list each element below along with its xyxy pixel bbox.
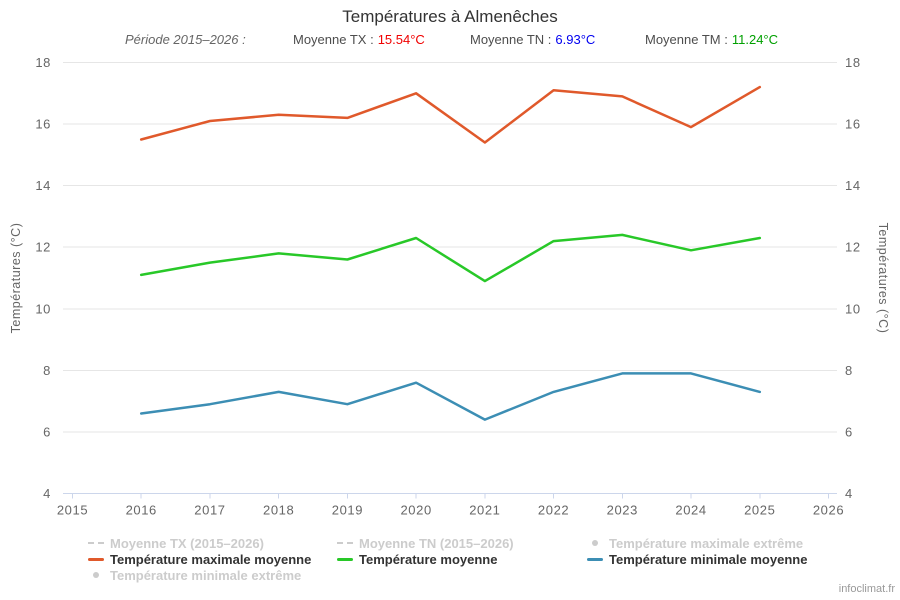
- chart-subtitle: Période 2015–2026 : Moyenne TX :15.54°C …: [0, 32, 900, 50]
- legend-item-label: Moyenne TX (2015–2026): [110, 535, 264, 551]
- subtitle-moyenne-tm-value: 11.24°C: [731, 32, 779, 47]
- legend-item-tmoyenne[interactable]: Température moyenne: [337, 551, 497, 567]
- x-tick-label: 2021: [469, 503, 500, 518]
- legend-item-moyenne-tn[interactable]: Moyenne TN (2015–2026): [337, 535, 514, 551]
- subtitle-moyenne-tm-label: Moyenne TM :: [645, 32, 728, 47]
- y-tick-label-right: 10: [845, 301, 861, 316]
- y-tick-label-left: 4: [43, 486, 51, 501]
- dashed-line-icon: [88, 535, 104, 551]
- legend-item-tmin-extreme[interactable]: Température minimale extrême: [88, 567, 301, 583]
- dot-icon: [587, 535, 603, 551]
- legend-item-label: Température minimale extrême: [110, 567, 302, 583]
- y-tick-label-left: 10: [35, 301, 51, 316]
- subtitle-moyenne-tx: Moyenne TX :15.54°C: [293, 32, 425, 47]
- subtitle-period-label: Période 2015–2026 :: [125, 32, 246, 47]
- legend-item-tmax-moyenne[interactable]: Température maximale moyenne: [88, 551, 311, 567]
- y-tick-label-left: 16: [35, 117, 51, 132]
- y-tick-label-left: 14: [35, 178, 51, 193]
- y-tick-label-right: 18: [845, 55, 861, 70]
- series-line-icon: [587, 551, 603, 567]
- x-tick-label: 2024: [675, 503, 706, 518]
- y-tick-label-left: 8: [43, 363, 51, 378]
- x-tick-label: 2023: [607, 503, 638, 518]
- subtitle-moyenne-tn-value: 6.93°C: [555, 32, 596, 47]
- y-tick-label-right: 14: [845, 178, 861, 193]
- y-tick-label-left: 6: [43, 424, 51, 439]
- legend-item-tmin-moyenne[interactable]: Température minimale moyenne: [587, 551, 807, 567]
- legend-item-label: Moyenne TN (2015–2026): [359, 535, 514, 551]
- y-tick-label-right: 12: [845, 240, 861, 255]
- legend-item-label: Température minimale moyenne: [609, 551, 808, 567]
- series-line-icon: [88, 551, 104, 567]
- x-tick-label: 2017: [194, 503, 225, 518]
- series-line-tn: [139, 372, 762, 421]
- series-line-tx: [139, 85, 762, 144]
- x-tick-label: 2022: [538, 503, 569, 518]
- x-tick-label: 2025: [744, 503, 775, 518]
- subtitle-moyenne-tm: Moyenne TM :11.24°C: [645, 32, 778, 47]
- y-tick-label-right: 16: [845, 117, 861, 132]
- x-tick-label: 2016: [126, 503, 157, 518]
- subtitle-moyenne-tx-label: Moyenne TX :: [293, 32, 374, 47]
- chart-title: Températures à Almenêches: [342, 7, 558, 26]
- legend-item-label: Température moyenne: [359, 551, 498, 567]
- x-tick-label: 2020: [400, 503, 431, 518]
- dashed-line-icon: [337, 535, 353, 551]
- y-axis-title-right: Températures (°C): [876, 223, 890, 334]
- subtitle-moyenne-tn: Moyenne TN :6.93°C: [470, 32, 595, 47]
- subtitle-moyenne-tx-value: 15.54°C: [377, 32, 425, 47]
- watermark: infoclimat.fr: [838, 583, 895, 595]
- y-tick-label-right: 4: [845, 486, 853, 501]
- legend-item-label: Température maximale extrême: [609, 535, 804, 551]
- series-line-tm: [139, 233, 762, 283]
- y-tick-label-right: 6: [845, 424, 853, 439]
- series-line-icon: [337, 551, 353, 567]
- y-tick-label-left: 12: [35, 240, 51, 255]
- y-axis-title-left: Températures (°C): [9, 223, 23, 334]
- subtitle-moyenne-tn-label: Moyenne TN :: [470, 32, 552, 47]
- x-tick-label: 2019: [332, 503, 363, 518]
- dot-icon: [88, 567, 104, 583]
- y-tick-label-right: 8: [845, 363, 853, 378]
- legend-item-moyenne-tx[interactable]: Moyenne TX (2015–2026): [88, 535, 264, 551]
- y-tick-label-left: 18: [35, 55, 51, 70]
- x-tick-label: 2015: [57, 503, 88, 518]
- x-tick-label: 2026: [813, 503, 844, 518]
- x-tick-label: 2018: [263, 503, 294, 518]
- legend-item-tmax-extreme[interactable]: Température maximale extrême: [587, 535, 803, 551]
- legend-item-label: Température maximale moyenne: [110, 551, 312, 567]
